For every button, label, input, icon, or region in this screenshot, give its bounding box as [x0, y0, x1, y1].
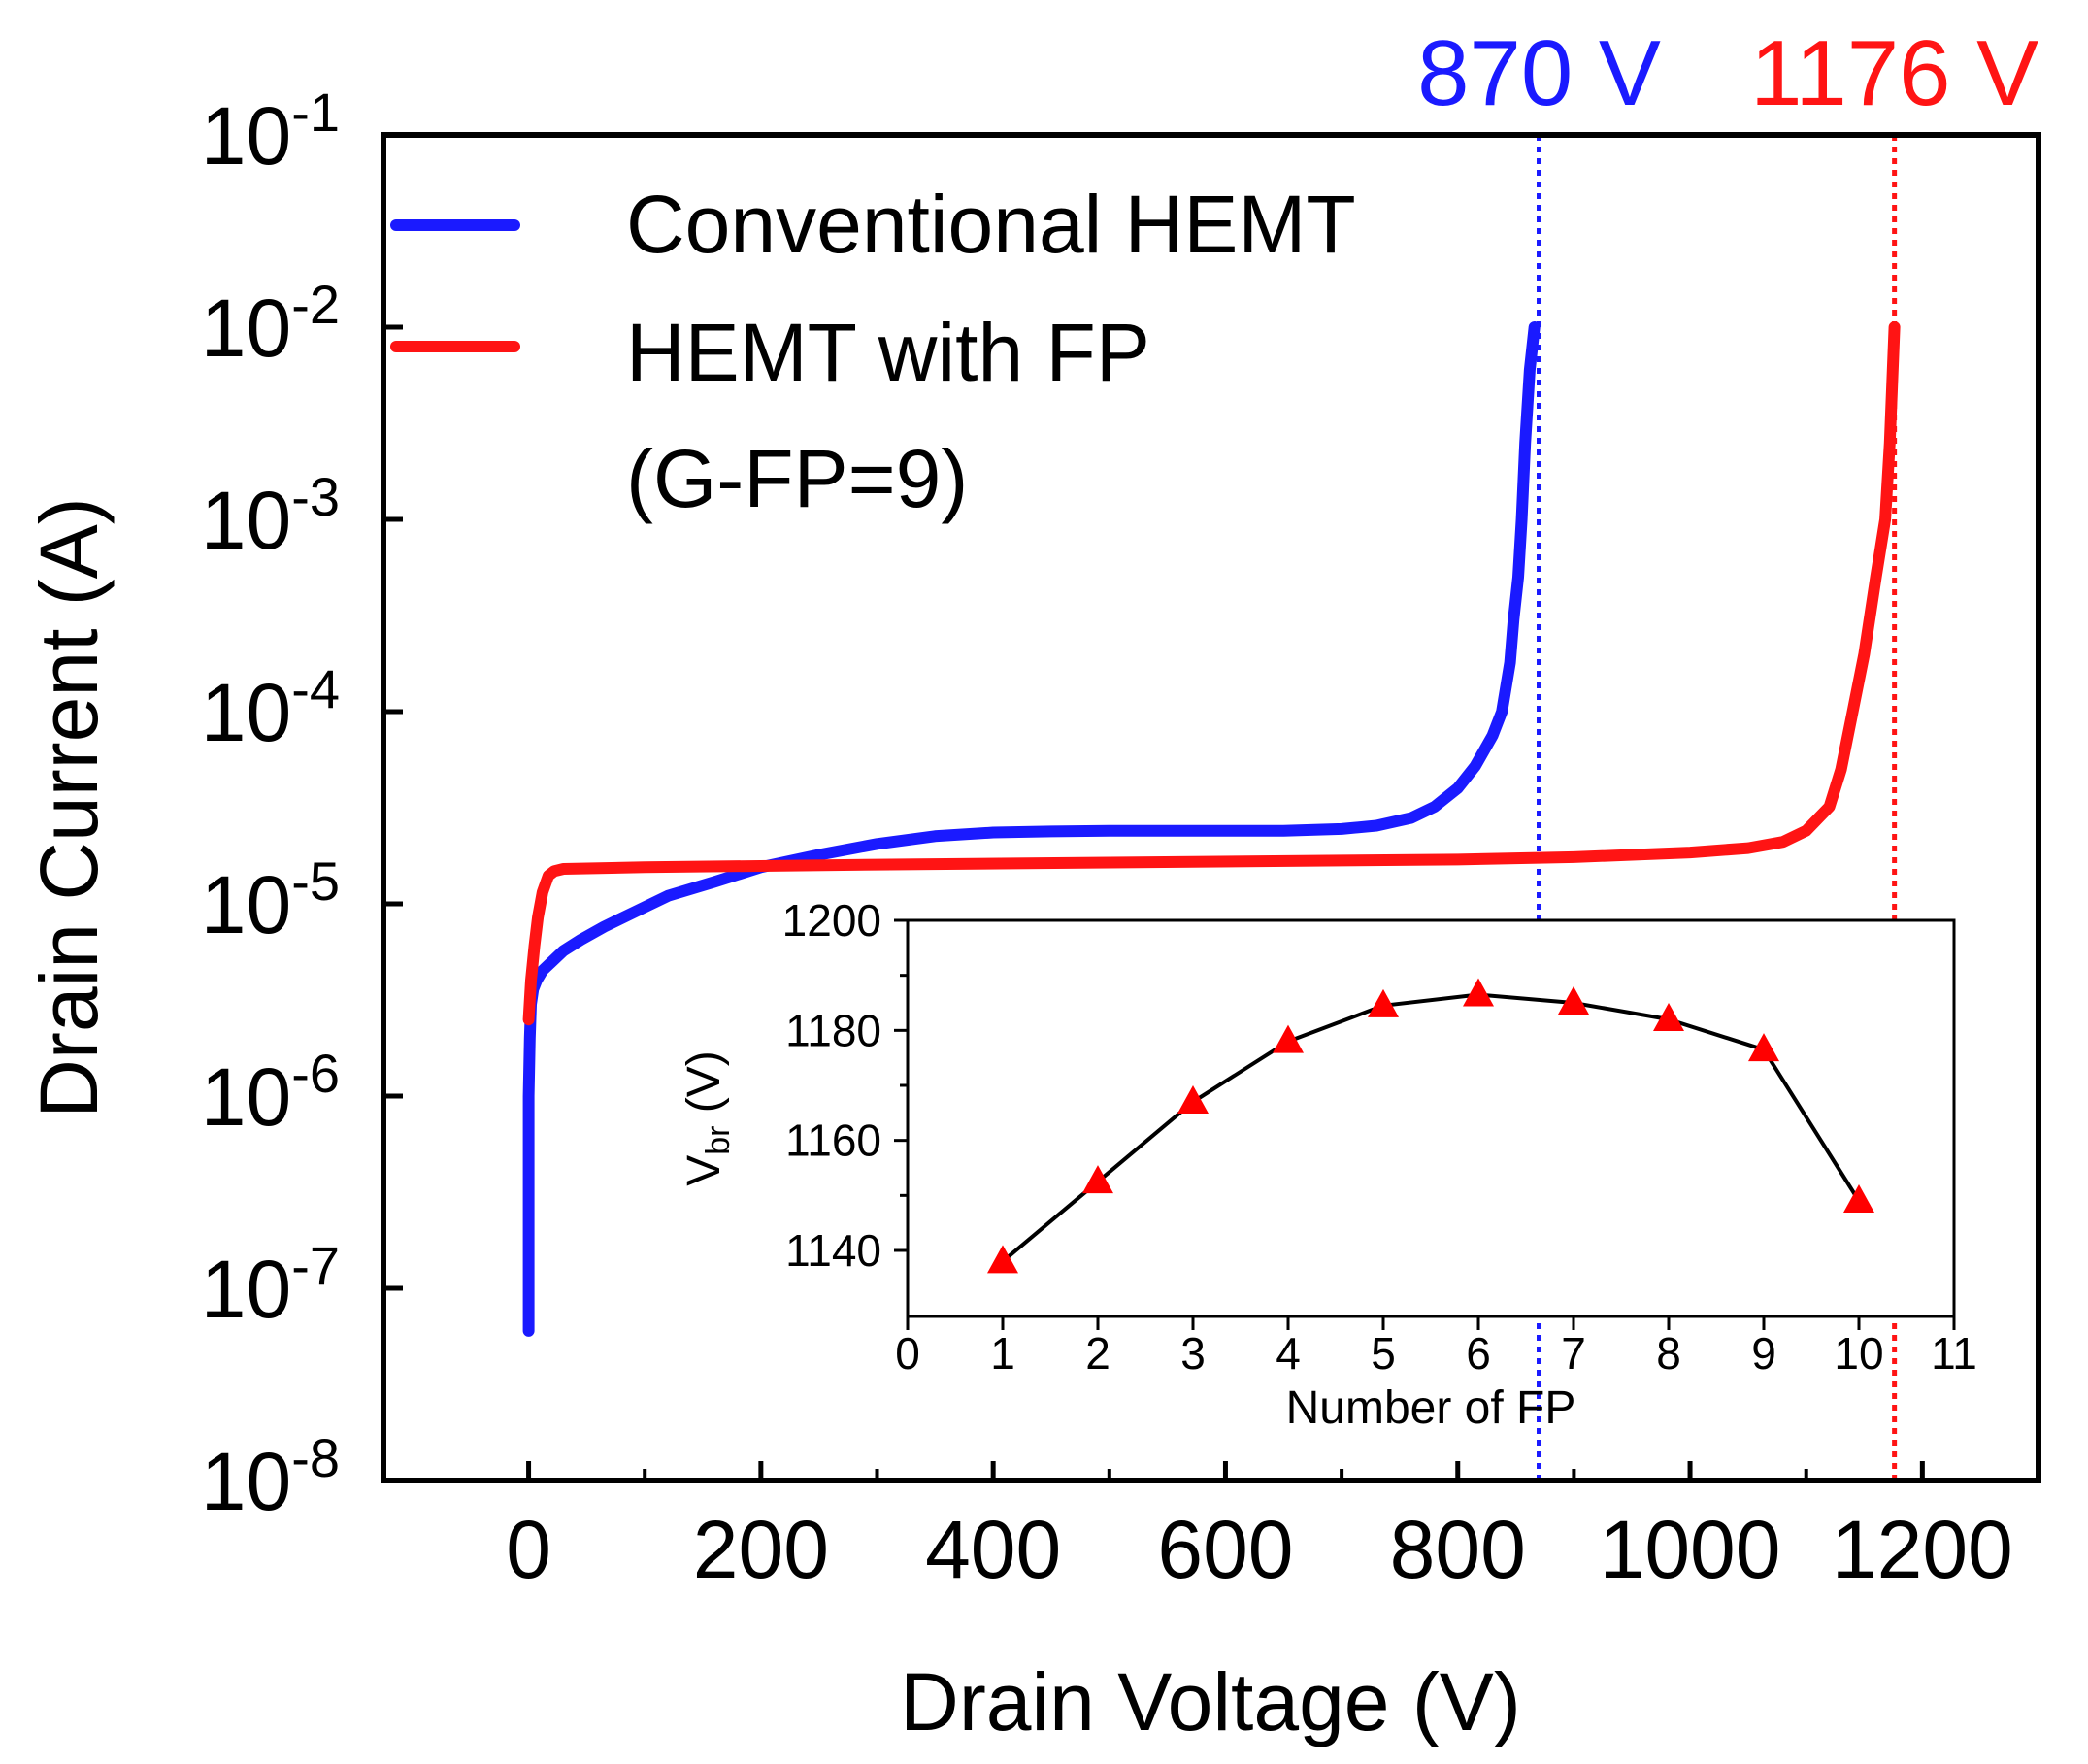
- series-line-0: [522, 321, 1541, 1337]
- annotation-label-1: 1176 V: [1750, 21, 2038, 125]
- inset-series: [987, 978, 1874, 1274]
- y-axis-title: Drain Current (A): [23, 497, 115, 1117]
- x-tick-label: 1000: [1600, 1504, 1781, 1595]
- x-tick-label: 200: [693, 1504, 829, 1595]
- y-tick-base: 10: [201, 1436, 291, 1527]
- y-tick-exponent: -6: [291, 1043, 340, 1104]
- legend-label-gfp: (G-FP=9): [626, 433, 968, 524]
- y-tick-exponent: -7: [291, 1235, 340, 1296]
- inset-y-axis: 1140 1160 1180 1200: [782, 895, 908, 1276]
- y-tick-label: 10-4: [201, 658, 340, 758]
- legend-label-fp: HEMT with FP: [626, 307, 1150, 398]
- inset-y-label-unit: (V): [679, 1050, 730, 1125]
- inset-x-tick-label: 8: [1656, 1328, 1681, 1379]
- inset-x-tick-label: 11: [1931, 1328, 1977, 1379]
- inset-x-tick-label: 10: [1834, 1328, 1883, 1379]
- x-tick-label: 600: [1157, 1504, 1293, 1595]
- y-tick-base: 10: [201, 90, 291, 182]
- legend-label-conventional: Conventional HEMT: [626, 179, 1356, 270]
- series-line-1: [522, 321, 1901, 1026]
- main-series: [522, 321, 1901, 1337]
- inset-y-tick-label: 1140: [785, 1225, 881, 1276]
- annotation-label-0: 870 V: [1417, 21, 1661, 125]
- inset-x-tick-label: 6: [1466, 1328, 1491, 1379]
- inset-y-label-sub: br: [700, 1126, 737, 1155]
- main-y-axis: 10-810-710-610-510-410-310-210-1: [201, 82, 403, 1527]
- inset-x-tick-label: 2: [1085, 1328, 1110, 1379]
- inset-marker: [1082, 1165, 1113, 1194]
- inset-marker: [1463, 978, 1494, 1007]
- y-tick-exponent: -1: [291, 82, 340, 143]
- y-tick-label: 10-7: [201, 1235, 340, 1335]
- inset-y-tick-label: 1180: [785, 1005, 881, 1055]
- x-axis-title: Drain Voltage (V): [900, 1656, 1521, 1747]
- inset-x-tick-label: 4: [1276, 1328, 1301, 1379]
- inset-y-tick-label: 1160: [785, 1115, 881, 1166]
- main-x-axis: 0 200 400 600 800 1000 1200: [506, 1461, 2013, 1595]
- y-tick-label: 10-8: [201, 1427, 340, 1527]
- inset-x-tick-label: 9: [1751, 1328, 1776, 1379]
- inset-x-tick-label: 3: [1180, 1328, 1206, 1379]
- y-tick-base: 10: [201, 283, 291, 374]
- inset-marker: [987, 1245, 1018, 1274]
- x-tick-label: 800: [1390, 1504, 1526, 1595]
- inset-marker: [1368, 988, 1399, 1017]
- inset-x-axis-title: Number of FP: [1286, 1382, 1576, 1434]
- y-tick-label: 10-6: [201, 1043, 340, 1143]
- inset-marker: [1843, 1184, 1874, 1213]
- y-tick-exponent: -8: [291, 1427, 340, 1488]
- inset-x-tick-label: 7: [1561, 1328, 1586, 1379]
- inset-marker: [1273, 1024, 1304, 1053]
- y-tick-exponent: -3: [291, 466, 340, 527]
- y-tick-base: 10: [201, 1051, 291, 1143]
- y-tick-label: 10-3: [201, 466, 340, 566]
- y-tick-base: 10: [201, 475, 291, 566]
- inset-x-tick-label: 0: [895, 1328, 920, 1379]
- x-tick-label: 1200: [1832, 1504, 2013, 1595]
- inset-marker: [1748, 1033, 1779, 1062]
- inset-marker: [1177, 1085, 1209, 1114]
- y-tick-label: 10-5: [201, 850, 340, 950]
- y-tick-label: 10-2: [201, 274, 340, 374]
- inset-x-axis: 0 1 2 3 4 5 6 7 8 9 10 11: [895, 1316, 1977, 1379]
- inset-frame: [906, 918, 1956, 1318]
- y-tick-base: 10: [201, 667, 291, 758]
- inset-x-tick-label: 5: [1371, 1328, 1396, 1379]
- y-tick-base: 10: [201, 1244, 291, 1335]
- main-plot: 870 V 1176 V 0 200 400 600 800 1000 1200 10-810…: [23, 21, 2041, 1747]
- x-tick-label: 0: [506, 1504, 551, 1595]
- x-tick-label: 400: [925, 1504, 1061, 1595]
- y-tick-exponent: -5: [291, 850, 340, 912]
- inset-y-label-main: V: [679, 1155, 730, 1186]
- y-tick-exponent: -4: [291, 658, 340, 719]
- breakdown-annotations: 870 V 1176 V: [1417, 21, 2038, 1486]
- inset-y-tick-label: 1200: [782, 895, 881, 946]
- inset-marker: [1558, 986, 1589, 1015]
- inset-marker: [1653, 1003, 1684, 1031]
- inset-line: [1001, 992, 1861, 1263]
- y-tick-exponent: -2: [291, 274, 340, 335]
- y-tick-base: 10: [201, 859, 291, 950]
- main-plot-frame: [381, 132, 2041, 1483]
- inset-background: [908, 920, 1954, 1316]
- legend: Conventional HEMT HEMT with FP (G-FP=9): [390, 179, 1356, 524]
- inset-x-tick-label: 1: [990, 1328, 1015, 1379]
- inset-plot: 0 1 2 3 4 5 6 7 8 9 10 11 1140 1160 1180 1200 Number o…: [679, 895, 1977, 1434]
- y-tick-label: 10-1: [201, 82, 340, 182]
- inset-y-axis-title: Vbr (V): [679, 1050, 737, 1186]
